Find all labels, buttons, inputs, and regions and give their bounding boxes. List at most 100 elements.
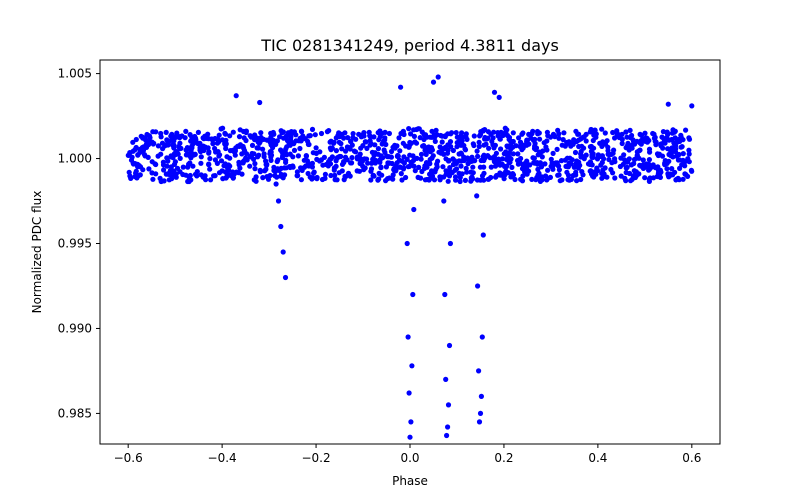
data-point xyxy=(207,156,213,162)
data-point xyxy=(415,174,421,180)
data-point xyxy=(510,130,516,136)
data-point xyxy=(533,147,539,153)
data-point xyxy=(619,131,625,137)
data-point xyxy=(367,142,373,148)
plot-frame xyxy=(99,59,721,445)
data-point xyxy=(364,145,370,151)
data-point xyxy=(379,141,385,147)
data-point xyxy=(263,166,269,172)
data-point xyxy=(544,176,550,182)
data-point xyxy=(518,155,524,162)
data-point xyxy=(163,129,169,135)
data-point xyxy=(252,161,258,167)
data-point xyxy=(297,145,303,152)
data-point xyxy=(342,130,348,136)
data-point xyxy=(439,146,445,152)
data-point xyxy=(634,155,640,161)
data-point xyxy=(411,133,417,139)
data-point xyxy=(256,140,262,146)
data-point xyxy=(133,168,139,174)
data-point xyxy=(604,138,610,144)
data-point xyxy=(669,166,675,172)
data-point xyxy=(488,164,494,170)
data-point xyxy=(544,147,550,153)
data-point xyxy=(576,159,582,165)
data-point xyxy=(407,434,413,440)
data-point xyxy=(643,161,650,167)
data-point xyxy=(205,131,211,137)
data-point xyxy=(135,152,141,158)
data-point xyxy=(268,134,274,141)
data-point xyxy=(428,147,434,154)
data-point xyxy=(449,170,455,176)
data-point xyxy=(624,143,631,149)
data-point xyxy=(312,132,318,138)
data-point xyxy=(432,138,438,144)
data-point xyxy=(376,137,382,143)
data-point xyxy=(496,94,502,100)
data-point xyxy=(401,160,407,166)
data-point xyxy=(258,130,264,136)
data-point xyxy=(452,174,459,180)
data-point xyxy=(278,173,284,179)
data-point xyxy=(491,129,497,135)
data-point xyxy=(349,160,355,166)
data-point xyxy=(424,134,430,140)
data-point xyxy=(236,162,242,168)
data-point xyxy=(391,167,397,173)
data-point xyxy=(273,141,279,147)
data-point xyxy=(236,134,243,140)
data-point xyxy=(382,129,388,135)
data-point xyxy=(252,137,258,143)
data-point xyxy=(230,175,236,181)
data-point xyxy=(542,161,548,167)
data-point xyxy=(137,164,144,170)
data-point xyxy=(384,153,390,159)
data-point xyxy=(211,173,217,179)
data-point xyxy=(480,154,486,160)
data-point xyxy=(458,163,464,169)
data-point xyxy=(177,134,183,140)
data-point xyxy=(396,135,402,141)
data-point xyxy=(268,157,274,163)
data-point xyxy=(664,137,671,143)
data-point xyxy=(336,170,342,176)
data-point xyxy=(565,177,571,183)
data-point xyxy=(474,193,480,199)
data-point xyxy=(274,158,280,165)
data-point xyxy=(435,74,441,80)
data-point xyxy=(247,163,253,169)
data-point xyxy=(351,148,357,154)
data-point xyxy=(622,157,628,163)
y-tick-label: 1.005 xyxy=(58,67,92,81)
data-point xyxy=(169,137,175,143)
data-point xyxy=(476,368,482,374)
data-point xyxy=(261,151,267,157)
data-point xyxy=(331,165,337,171)
data-point xyxy=(623,165,629,171)
y-tick-label: 0.990 xyxy=(58,321,92,335)
data-point xyxy=(129,154,135,160)
data-point xyxy=(474,148,480,154)
data-point xyxy=(344,144,350,150)
data-point xyxy=(664,130,670,136)
data-point xyxy=(258,134,264,141)
data-point xyxy=(338,141,344,147)
data-point xyxy=(214,140,220,146)
data-point xyxy=(564,155,571,161)
data-point xyxy=(306,133,312,139)
data-point xyxy=(405,334,411,340)
data-point xyxy=(174,130,180,136)
data-point xyxy=(480,232,486,238)
data-point xyxy=(477,410,484,416)
data-point xyxy=(218,126,224,132)
data-point xyxy=(215,149,221,155)
data-point xyxy=(646,146,653,152)
data-point xyxy=(599,126,605,132)
data-point xyxy=(583,152,589,158)
data-point xyxy=(612,156,618,162)
data-point xyxy=(398,171,404,177)
data-point xyxy=(406,126,412,132)
data-point xyxy=(503,156,510,162)
